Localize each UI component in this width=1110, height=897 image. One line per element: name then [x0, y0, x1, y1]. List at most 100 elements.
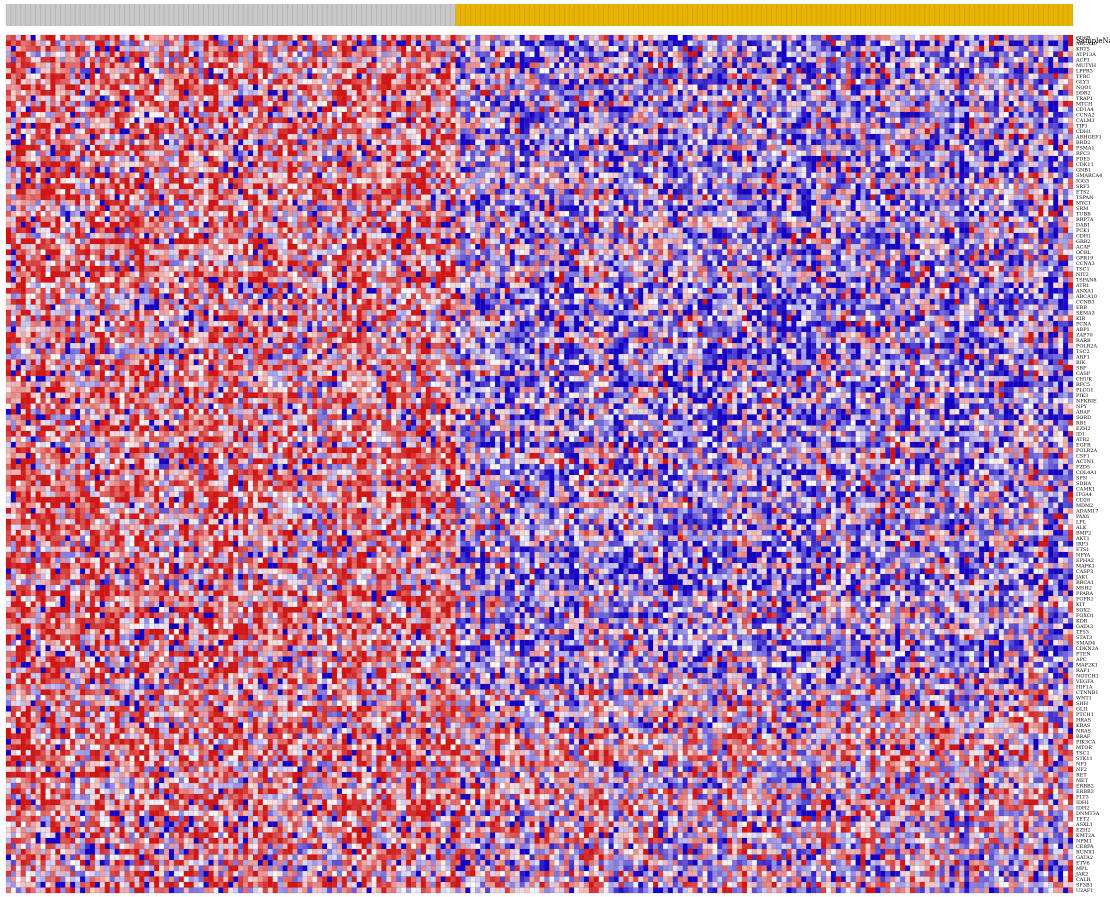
heatmap-cell [41, 134, 46, 140]
heatmap-cell [1063, 74, 1068, 80]
heatmap-cell [362, 96, 367, 102]
heatmap-cell [959, 123, 964, 129]
heatmap-cell [1004, 129, 1009, 135]
heatmap-cell [436, 46, 441, 52]
heatmap-cell [762, 90, 767, 96]
heatmap-cell [1048, 68, 1053, 74]
heatmap-cell [727, 118, 732, 124]
heatmap-cell [11, 96, 16, 102]
heatmap-cell [134, 101, 139, 107]
heatmap-cell [31, 96, 36, 102]
heatmap-cell [979, 129, 984, 135]
heatmap-cell [179, 41, 184, 47]
heatmap-cell [915, 63, 920, 69]
heatmap-cell [115, 107, 120, 113]
heatmap-cell [935, 118, 940, 124]
heatmap-cell [1058, 74, 1063, 80]
heatmap-cell [189, 63, 194, 69]
heatmap-cell [367, 57, 372, 63]
heatmap-cell [36, 96, 41, 102]
heatmap-cell [95, 68, 100, 74]
heatmap-cell [238, 79, 243, 85]
heatmap-cell [228, 129, 233, 135]
heatmap-cell [327, 134, 332, 140]
heatmap-cell [431, 63, 436, 69]
heatmap-cell [253, 134, 258, 140]
heatmap-cell [115, 79, 120, 85]
heatmap-cell [288, 123, 293, 129]
heatmap-cell [584, 41, 589, 47]
heatmap-cell [436, 118, 441, 124]
heatmap-cell [194, 129, 199, 135]
heatmap-cell [154, 90, 159, 96]
heatmap-cell [791, 107, 796, 113]
heatmap-cell [1019, 68, 1024, 74]
heatmap-cell [584, 79, 589, 85]
heatmap-cell [604, 96, 609, 102]
heatmap-cell [218, 41, 223, 47]
heatmap-cell [900, 90, 905, 96]
heatmap-cell [614, 101, 619, 107]
heatmap-cell [312, 118, 317, 124]
heatmap-cell [130, 90, 135, 96]
heatmap-cell [376, 52, 381, 58]
heatmap-cell [36, 35, 41, 41]
heatmap-cell [105, 41, 110, 47]
heatmap-cell [268, 41, 273, 47]
heatmap-cell [989, 118, 994, 124]
heatmap-cell [1009, 112, 1014, 118]
heatmap-cell [159, 63, 164, 69]
heatmap-cell [791, 101, 796, 107]
heatmap-cell [475, 85, 480, 91]
heatmap-cell [564, 118, 569, 124]
heatmap-cell [451, 107, 456, 113]
heatmap-cell [16, 52, 21, 58]
heatmap-cell [836, 101, 841, 107]
heatmap-cell [1014, 52, 1019, 58]
heatmap-cell [752, 46, 757, 52]
heatmap-cell [861, 63, 866, 69]
heatmap-cell [945, 107, 950, 113]
heatmap-cell [609, 129, 614, 135]
heatmap-cell [930, 112, 935, 118]
heatmap-cell [134, 112, 139, 118]
heatmap-cell [1063, 52, 1068, 58]
heatmap-cell [470, 134, 475, 140]
heatmap-cell [633, 74, 638, 80]
heatmap-cell [441, 129, 446, 135]
heatmap-cell [1058, 57, 1063, 63]
heatmap-cell [648, 85, 653, 91]
heatmap-cell [446, 68, 451, 74]
heatmap-cell [1029, 90, 1034, 96]
heatmap-cell [614, 129, 619, 135]
heatmap-cell [856, 112, 861, 118]
heatmap-cell [465, 52, 470, 58]
heatmap-cell [357, 63, 362, 69]
heatmap-cell [717, 68, 722, 74]
heatmap-cell [243, 79, 248, 85]
heatmap-cell [1014, 41, 1019, 47]
heatmap-cell [312, 107, 317, 113]
heatmap-cell [421, 118, 426, 124]
heatmap-cell [994, 46, 999, 52]
heatmap-cell [213, 90, 218, 96]
heatmap-cell [643, 57, 648, 63]
heatmap-cell [248, 134, 253, 140]
heatmap-cell [722, 118, 727, 124]
sample-group-band [6, 4, 1073, 26]
heatmap-cell [189, 96, 194, 102]
heatmap-cell [505, 118, 510, 124]
heatmap-cell [994, 41, 999, 47]
heatmap-cell [80, 85, 85, 91]
heatmap-cell [130, 107, 135, 113]
heatmap-cell [460, 118, 465, 124]
heatmap-cell [999, 63, 1004, 69]
heatmap-cell [204, 52, 209, 58]
heatmap-cell [342, 74, 347, 80]
heatmap-cell [623, 118, 628, 124]
heatmap-cell [386, 46, 391, 52]
heatmap-cell [50, 52, 55, 58]
heatmap-cell [218, 118, 223, 124]
heatmap-cell [772, 85, 777, 91]
heatmap-cell [60, 96, 65, 102]
